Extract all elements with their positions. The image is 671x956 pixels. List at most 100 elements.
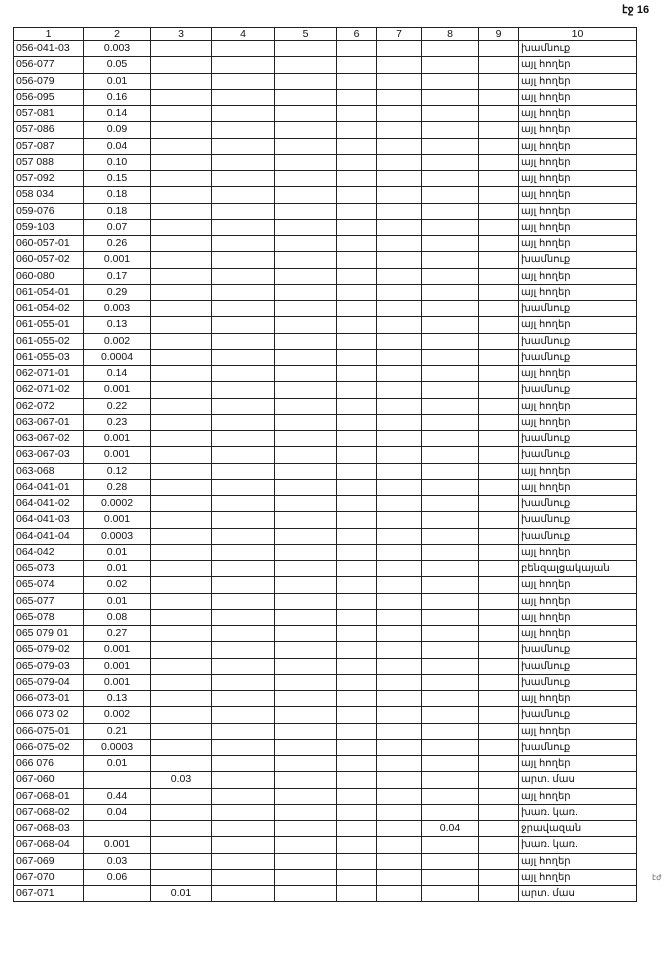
value-cell-col-5 xyxy=(274,316,337,334)
value-cell-col-3 xyxy=(150,121,212,139)
value-cell-col-7 xyxy=(376,397,422,415)
land-type-cell: այլ հողեր xyxy=(518,88,637,107)
value-cell-col-9 xyxy=(478,72,519,90)
plot-code-cell: 064-041-04 xyxy=(13,527,84,545)
value-cell-col-8 xyxy=(421,364,479,383)
value-cell-col-7 xyxy=(376,673,422,692)
value-cell-col-2: 0.001 xyxy=(83,446,151,464)
value-cell-col-5 xyxy=(274,429,337,448)
land-type-cell: այլ հողեր xyxy=(518,478,637,497)
land-type-cell: այլ հողեր xyxy=(518,413,637,432)
value-cell-col-5 xyxy=(274,88,337,107)
value-cell-col-7 xyxy=(376,446,422,464)
value-cell-col-6 xyxy=(336,527,377,545)
value-cell-col-4 xyxy=(211,803,275,822)
value-cell-col-2: 0.14 xyxy=(83,364,151,383)
value-cell-col-8 xyxy=(421,673,479,692)
value-cell-col-6 xyxy=(336,413,377,432)
value-cell-col-3 xyxy=(150,429,212,448)
value-cell-col-4 xyxy=(211,202,275,220)
value-cell-col-2: 0.18 xyxy=(83,202,151,220)
plot-code-cell: 065-079-04 xyxy=(13,673,84,692)
plot-code-cell: 057-092 xyxy=(13,169,84,188)
value-cell-col-9 xyxy=(478,511,519,529)
value-cell-col-7 xyxy=(376,868,422,887)
land-type-cell: խամնուք xyxy=(518,381,637,399)
value-cell-col-4 xyxy=(211,836,275,854)
table-row: 063-068 0.12 այլ հողեր xyxy=(13,462,637,480)
value-cell-col-9 xyxy=(478,868,519,887)
value-cell-col-4 xyxy=(211,153,275,172)
value-cell-col-4 xyxy=(211,527,275,545)
value-cell-col-6 xyxy=(336,511,377,529)
value-cell-col-7 xyxy=(376,494,422,513)
value-cell-col-4 xyxy=(211,251,275,269)
plot-code-cell: 067-068-02 xyxy=(13,803,84,822)
value-cell-col-9 xyxy=(478,641,519,659)
value-cell-col-3 xyxy=(150,738,212,757)
column-header-6: 6 xyxy=(336,27,377,41)
value-cell-col-6 xyxy=(336,754,377,773)
value-cell-col-5 xyxy=(274,559,337,578)
value-cell-col-9 xyxy=(478,657,519,675)
value-cell-col-8 xyxy=(421,706,479,724)
plot-code-cell: 065-077 xyxy=(13,592,84,610)
value-cell-col-4 xyxy=(211,673,275,692)
value-cell-col-3 xyxy=(150,397,212,415)
land-type-cell: այլ հողեր xyxy=(518,787,637,805)
value-cell-col-7 xyxy=(376,787,422,805)
value-cell-col-3 xyxy=(150,673,212,692)
plot-code-cell: 056-041-03 xyxy=(13,39,84,58)
plot-code-cell: 061-054-01 xyxy=(13,283,84,302)
value-cell-col-8 xyxy=(421,381,479,399)
value-cell-col-7 xyxy=(376,543,422,562)
plot-code-cell: 062-072 xyxy=(13,397,84,415)
value-cell-col-7 xyxy=(376,706,422,724)
table-row: 063-067-03 0.001 խամնուք xyxy=(13,446,637,464)
value-cell-col-2: 0.18 xyxy=(83,186,151,204)
table-row: 059-103 0.07 այլ հողեր xyxy=(13,218,637,237)
value-cell-col-4 xyxy=(211,722,275,740)
column-header-3: 3 xyxy=(150,27,212,41)
value-cell-col-6 xyxy=(336,494,377,513)
value-cell-col-3 xyxy=(150,543,212,562)
value-cell-col-5 xyxy=(274,478,337,497)
land-type-cell: այլ հողեր xyxy=(518,56,637,74)
value-cell-col-2: 0.29 xyxy=(83,283,151,302)
land-type-cell: խամնուք xyxy=(518,446,637,464)
value-cell-col-7 xyxy=(376,624,422,643)
value-cell-col-2: 0.07 xyxy=(83,218,151,237)
value-cell-col-7 xyxy=(376,836,422,854)
table-row: 062-072 0.22 այլ հողեր xyxy=(13,397,637,415)
value-cell-col-4 xyxy=(211,283,275,302)
value-cell-col-3 xyxy=(150,72,212,90)
plot-code-cell: 065-079-02 xyxy=(13,641,84,659)
value-cell-col-7 xyxy=(376,121,422,139)
value-cell-col-4 xyxy=(211,88,275,107)
value-cell-col-9 xyxy=(478,608,519,627)
value-cell-col-2 xyxy=(83,771,151,789)
value-cell-col-6 xyxy=(336,722,377,740)
value-cell-col-6 xyxy=(336,267,377,285)
value-cell-col-4 xyxy=(211,754,275,773)
land-type-cell: այլ հողեր xyxy=(518,543,637,562)
value-cell-col-4 xyxy=(211,771,275,789)
value-cell-col-6 xyxy=(336,689,377,708)
value-cell-col-4 xyxy=(211,332,275,350)
value-cell-col-5 xyxy=(274,771,337,789)
value-cell-col-6 xyxy=(336,787,377,805)
value-cell-col-8 xyxy=(421,559,479,578)
land-type-cell: այլ հողեր xyxy=(518,608,637,627)
value-cell-col-2: 0.26 xyxy=(83,234,151,253)
value-cell-col-3 xyxy=(150,332,212,350)
value-cell-col-9 xyxy=(478,787,519,805)
value-cell-col-2: 0.44 xyxy=(83,787,151,805)
value-cell-col-8 xyxy=(421,543,479,562)
value-cell-col-8 xyxy=(421,624,479,643)
value-cell-col-7 xyxy=(376,381,422,399)
value-cell-col-5 xyxy=(274,689,337,708)
value-cell-col-2 xyxy=(83,819,151,838)
table-row: 062-071-01 0.14 այլ հողեր xyxy=(13,364,637,383)
value-cell-col-8 xyxy=(421,771,479,789)
value-cell-col-3 xyxy=(150,186,212,204)
